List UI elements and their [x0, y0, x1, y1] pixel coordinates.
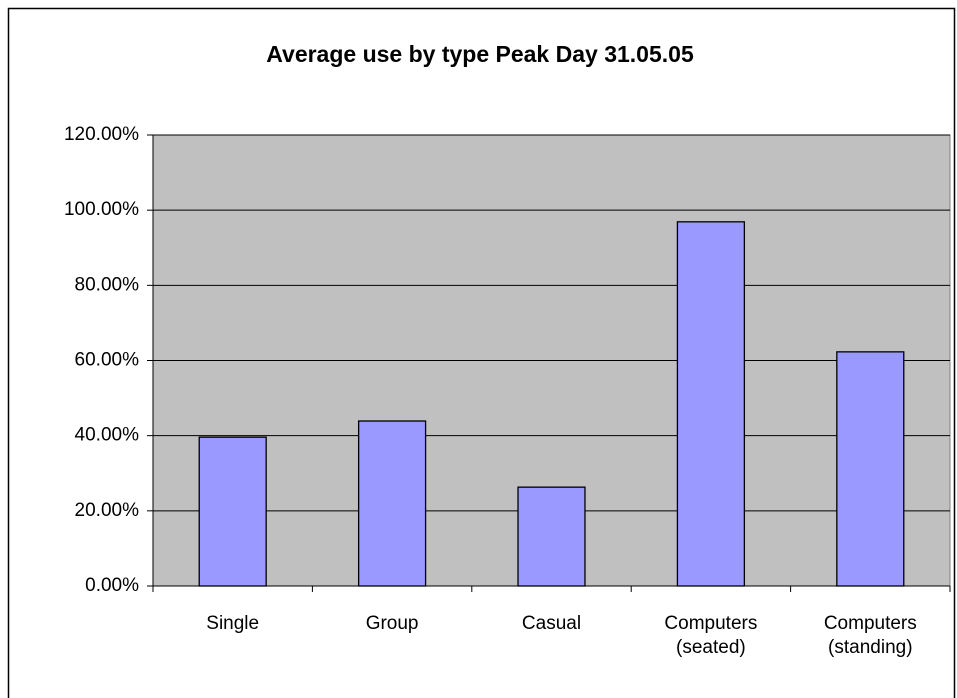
bar	[357, 420, 427, 587]
x-tick-label: Group	[365, 613, 419, 634]
y-tick-label: 100.00%	[64, 199, 139, 220]
y-tick-label: 20.00%	[75, 500, 140, 521]
chart-title: Average use by type Peak Day 31.05.05	[266, 41, 694, 67]
bar	[198, 436, 267, 587]
x-tick-label: Computers (seated)	[664, 613, 758, 658]
x-tick-label: Casual	[521, 613, 582, 634]
y-tick-label: 0.00%	[85, 575, 139, 596]
bar	[676, 221, 746, 587]
y-tick-label: 80.00%	[75, 274, 140, 295]
bar	[517, 486, 586, 587]
bar	[836, 351, 905, 587]
y-tick-label: 120.00%	[64, 124, 139, 145]
x-tick-label: Computers (standing)	[823, 613, 917, 658]
y-tick-label: 40.00%	[75, 425, 140, 446]
x-tick-label: Single	[206, 613, 260, 634]
y-tick-label: 60.00%	[75, 350, 140, 371]
